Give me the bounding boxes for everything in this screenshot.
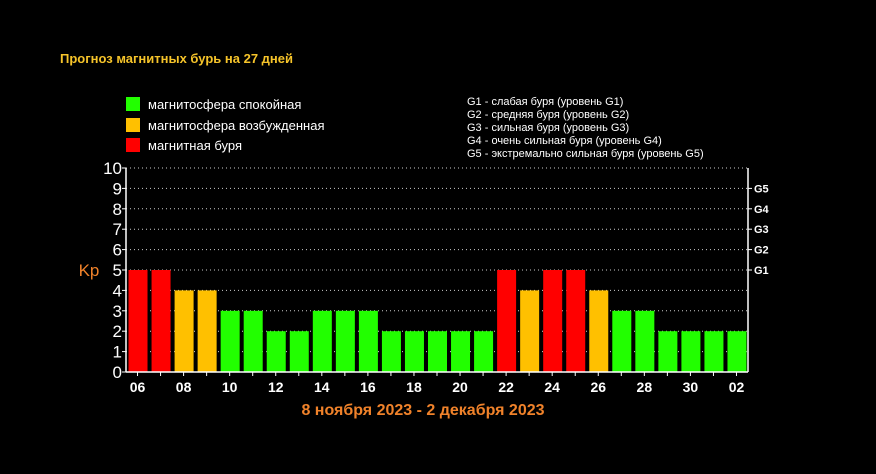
y-axis-label: Kp bbox=[79, 261, 100, 280]
legend-label-calm: магнитосфера спокойная bbox=[148, 96, 302, 112]
x-tick-label: 30 bbox=[683, 379, 699, 395]
y-tick-label: 6 bbox=[113, 241, 122, 260]
legend-item-excited: магнитосфера возбужденная bbox=[126, 117, 325, 133]
g-level-label: G1 bbox=[754, 265, 769, 277]
g-level-label: G5 bbox=[754, 183, 769, 195]
y-tick-label: 2 bbox=[113, 322, 122, 341]
bar bbox=[681, 331, 701, 372]
chart-title: Прогноз магнитных бурь на 27 дней bbox=[60, 51, 293, 66]
y-tick-label: 0 bbox=[113, 363, 122, 382]
x-tick-label: 14 bbox=[314, 379, 330, 395]
legend-label-excited: магнитосфера возбужденная bbox=[148, 117, 325, 133]
x-tick-label: 08 bbox=[176, 379, 192, 395]
legend-swatch-storm bbox=[126, 138, 140, 152]
bar bbox=[543, 270, 563, 372]
y-tick-label: 10 bbox=[103, 159, 122, 178]
storm-level-g5: G5 - экстремально сильная буря (уровень … bbox=[467, 148, 704, 160]
bar bbox=[474, 331, 494, 372]
storm-level-g3: G3 - сильная буря (уровень G3) bbox=[467, 122, 630, 134]
x-tick-label: 12 bbox=[268, 379, 284, 395]
bar bbox=[381, 331, 401, 372]
bar bbox=[174, 290, 194, 372]
g-level-label: G3 bbox=[754, 224, 769, 236]
bar bbox=[128, 270, 148, 372]
legend-label-storm: магнитная буря bbox=[148, 137, 243, 153]
x-tick-label: 28 bbox=[637, 379, 653, 395]
storm-level-g2: G2 - средняя буря (уровень G2) bbox=[467, 109, 630, 121]
g-level-label: G2 bbox=[754, 245, 769, 257]
x-tick-label: 18 bbox=[406, 379, 422, 395]
x-tick-label: 06 bbox=[130, 379, 146, 395]
bar bbox=[358, 310, 378, 372]
bar bbox=[266, 331, 286, 372]
bar bbox=[197, 290, 217, 372]
storm-level-g1: G1 - слабая буря (уровень G1) bbox=[467, 96, 624, 108]
bar bbox=[727, 331, 747, 372]
x-tick-label: 20 bbox=[452, 379, 468, 395]
bar bbox=[635, 310, 655, 372]
storm-level-g4: G4 - очень сильная буря (уровень G4) bbox=[467, 135, 662, 147]
bar bbox=[312, 310, 332, 372]
legend-swatch-calm bbox=[126, 97, 140, 111]
y-tick-label: 1 bbox=[113, 343, 122, 362]
bar bbox=[220, 310, 240, 372]
bar bbox=[151, 270, 171, 372]
y-tick-label: 8 bbox=[113, 200, 122, 219]
bar bbox=[612, 310, 632, 372]
bar bbox=[335, 310, 355, 372]
y-tick-label: 7 bbox=[113, 220, 122, 239]
bar bbox=[497, 270, 517, 372]
y-tick-label: 9 bbox=[113, 179, 122, 198]
bar bbox=[428, 331, 447, 372]
y-tick-label: 5 bbox=[113, 261, 122, 280]
legend-swatch-excited bbox=[126, 118, 140, 132]
bar bbox=[566, 270, 586, 372]
date-range: 8 ноября 2023 - 2 декабря 2023 bbox=[0, 402, 876, 420]
x-tick-label: 16 bbox=[360, 379, 376, 395]
y-tick-label: 4 bbox=[113, 281, 122, 300]
bar bbox=[289, 331, 309, 372]
bar bbox=[404, 331, 424, 372]
x-tick-label: 22 bbox=[498, 379, 514, 395]
bar bbox=[704, 331, 724, 372]
g-level-label: G4 bbox=[754, 204, 770, 216]
bar bbox=[243, 310, 263, 372]
x-axis-label: 8 ноября 2023 - 2 декабря 2023 bbox=[301, 402, 545, 419]
y-tick-label: 3 bbox=[113, 302, 122, 321]
storm-level-list: G1 - слабая буря (уровень G1) G2 - средн… bbox=[467, 96, 704, 161]
legend-item-calm: магнитосфера спокойная bbox=[126, 96, 302, 112]
x-tick-label: 26 bbox=[590, 379, 606, 395]
bar bbox=[520, 290, 540, 372]
bar bbox=[451, 331, 471, 372]
bar bbox=[589, 290, 609, 372]
x-tick-label: 02 bbox=[729, 379, 745, 395]
bar bbox=[658, 331, 678, 372]
x-tick-label: 24 bbox=[544, 379, 560, 395]
legend-item-storm: магнитная буря bbox=[126, 137, 243, 153]
x-tick-label: 10 bbox=[222, 379, 238, 395]
